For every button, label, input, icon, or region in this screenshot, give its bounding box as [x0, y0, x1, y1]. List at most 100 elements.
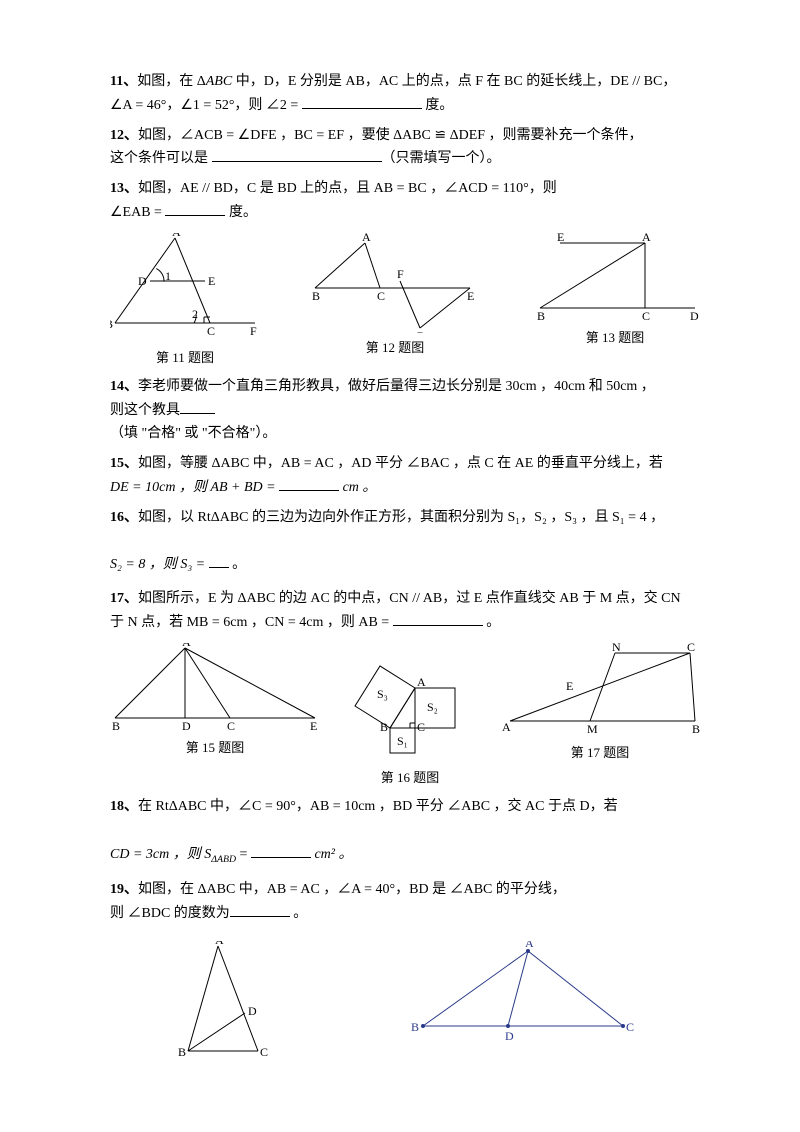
fig13-svg: EABCD — [530, 233, 700, 323]
svg-text:C: C — [227, 719, 235, 733]
q11-t3: ∠A = 46°，∠1 = 52°，则 ∠2 = — [110, 98, 302, 113]
svg-text:E: E — [557, 233, 564, 244]
q17-num: 17、 — [110, 591, 138, 606]
svg-text:B: B — [112, 719, 120, 733]
svg-text:A: A — [182, 643, 191, 649]
q19-t3: 。 — [290, 906, 308, 921]
svg-text:C: C — [626, 1020, 634, 1034]
q18-blank[interactable] — [251, 843, 311, 858]
svg-text:C: C — [687, 643, 695, 654]
svg-text:E: E — [467, 289, 474, 303]
question-15: 15、如图，等腰 ΔABC 中，AB = AC ，AD 平分 ∠BAC ，点 C… — [110, 452, 700, 500]
question-13: 13、如图，AE // BD，C 是 BD 上的点，且 AB = BC ，∠AC… — [110, 177, 700, 225]
q12-blank[interactable] — [212, 147, 382, 162]
q16-t3: 。 — [229, 557, 247, 572]
q15-blank[interactable] — [279, 476, 339, 491]
question-14: 14、李老师要做一个直角三角形教具，做好后量得三边长分别是 30cm ，40cm… — [110, 375, 700, 446]
svg-text:E: E — [208, 274, 215, 288]
svg-text:A: A — [417, 675, 426, 689]
svg-text:S₁: S₁ — [397, 734, 408, 748]
figure-row-2: ABDCE 第 15 题图 ABCS₁S₂S₃ 第 16 题图 ABCNME 第… — [110, 643, 700, 789]
q13-num: 13、 — [110, 181, 138, 196]
q15-num: 15、 — [110, 456, 138, 471]
q13-blank[interactable] — [165, 201, 225, 216]
q17-t3: 。 — [483, 615, 501, 630]
q18-t1: 在 RtΔABC 中，∠C = 90°，AB = 10cm ，BD 平分 ∠AB… — [138, 799, 618, 814]
fig15-svg: ABDCE — [110, 643, 320, 733]
q13-t2: ∠EAB = — [110, 205, 165, 220]
q19-num: 19、 — [110, 882, 138, 897]
q18-num: 18、 — [110, 799, 138, 814]
q14-num: 14、 — [110, 379, 138, 394]
svg-text:C: C — [642, 309, 650, 323]
svg-text:F: F — [250, 324, 257, 338]
q15-t3: cm 。 — [339, 480, 376, 495]
q12-t3: （只需填写一个）。 — [382, 151, 501, 166]
svg-text:D: D — [505, 1029, 514, 1041]
fig19a-svg: A B C D — [173, 941, 283, 1061]
svg-text:1: 1 — [165, 269, 171, 283]
fig17-box: ABCNME 第 17 题图 — [500, 643, 700, 789]
svg-text:D: D — [690, 309, 699, 323]
q17-blank[interactable] — [393, 611, 483, 626]
svg-text:D: D — [417, 329, 426, 333]
q11-blank[interactable] — [302, 94, 422, 109]
question-18: 18、在 RtΔABC 中，∠C = 90°，AB = 10cm ，BD 平分 … — [110, 795, 700, 868]
svg-text:M: M — [587, 722, 598, 736]
figure-row-3: A B C D A B C D — [110, 941, 700, 1065]
question-16: 16、如图，以 RtΔABC 的三边为边向外作正方形，其面积分别为 S₁，S₂ … — [110, 506, 700, 577]
svg-text:B: B — [692, 722, 700, 736]
q18-t4: cm² 。 — [311, 847, 353, 862]
q19-t2: 则 ∠BDC 的度数为 — [110, 906, 230, 921]
svg-text:S₃: S₃ — [377, 687, 388, 701]
svg-text:S₂: S₂ — [427, 700, 438, 714]
q11-abc: ABC — [206, 74, 232, 89]
question-12: 12、如图，∠ACB = ∠DFE ，BC = EF ，要使 ΔABC ≌ ΔD… — [110, 124, 700, 172]
q19-blank[interactable] — [230, 902, 290, 917]
fig11-svg: ABCFDE12 — [110, 233, 260, 343]
svg-text:E: E — [310, 719, 317, 733]
fig19b-svg: ABCD — [408, 941, 638, 1041]
svg-text:C: C — [260, 1045, 268, 1059]
q16-blank[interactable] — [209, 553, 229, 568]
q14-t1: 李老师要做一个直角三角形教具，做好后量得三边长分别是 30cm ，40cm 和 … — [138, 379, 655, 394]
question-17: 17、如图所示，E 为 ΔABC 的边 AC 的中点，CN // AB，过 E … — [110, 587, 700, 635]
q16-t2: S₂ = 8 ，则 S₃ = — [110, 557, 209, 572]
fig16-box: ABCS₁S₂S₃ 第 16 题图 — [345, 643, 475, 789]
cap12: 第 12 题图 — [310, 337, 480, 359]
fig16-svg: ABCS₁S₂S₃ — [345, 643, 475, 763]
svg-text:B: B — [411, 1020, 419, 1034]
q13-t1: 如图，AE // BD，C 是 BD 上的点，且 AB = BC ，∠ACD =… — [138, 181, 557, 196]
fig11-box: ABCFDE12 第 11 题图 — [110, 233, 260, 369]
svg-text:A: A — [172, 233, 181, 239]
q12-t2: 这个条件可以是 — [110, 151, 212, 166]
q18-t3: = — [236, 847, 251, 862]
cap11: 第 11 题图 — [110, 347, 260, 369]
fig19a-box: A B C D — [173, 941, 283, 1065]
fig15-box: ABDCE 第 15 题图 — [110, 643, 320, 789]
svg-text:A: A — [215, 941, 224, 947]
cap17: 第 17 题图 — [500, 742, 700, 764]
q14-blank[interactable] — [180, 399, 215, 414]
svg-text:B: B — [178, 1045, 186, 1059]
svg-text:D: D — [248, 1004, 257, 1018]
q14-t3: （填 "合格" 或 "不合格"）。 — [110, 426, 276, 441]
q13-t3: 度。 — [225, 205, 257, 220]
figure-row-1: ABCFDE12 第 11 题图 ABCFED 第 12 题图 EABCD 第 … — [110, 233, 700, 369]
svg-text:A: A — [502, 720, 511, 734]
q15-t1: 如图，等腰 ΔABC 中，AB = AC ，AD 平分 ∠BAC ，点 C 在 … — [138, 456, 663, 471]
question-11: 11、如图，在 ΔABC 中，D，E 分别是 AB，AC 上的点，点 F 在 B… — [110, 70, 700, 118]
question-19: 19、如图，在 ΔABC 中，AB = AC ，∠A = 40°，BD 是 ∠A… — [110, 878, 700, 926]
svg-text:B: B — [380, 720, 388, 734]
q12-num: 12、 — [110, 128, 138, 143]
fig12-svg: ABCFED — [310, 233, 480, 333]
svg-text:C: C — [377, 289, 385, 303]
svg-text:B: B — [312, 289, 320, 303]
q16-t1: 如图，以 RtΔABC 的三边为边向外作正方形，其面积分别为 S₁，S₂ ，S₃… — [138, 510, 664, 525]
svg-text:B: B — [110, 317, 113, 331]
svg-text:A: A — [362, 233, 371, 244]
svg-text:D: D — [138, 274, 147, 288]
svg-text:E: E — [566, 679, 573, 693]
q18-sub: ΔABD — [211, 853, 236, 864]
q17-t2: 于 N 点，若 MB = 6cm ，CN = 4cm ，则 AB = — [110, 615, 393, 630]
